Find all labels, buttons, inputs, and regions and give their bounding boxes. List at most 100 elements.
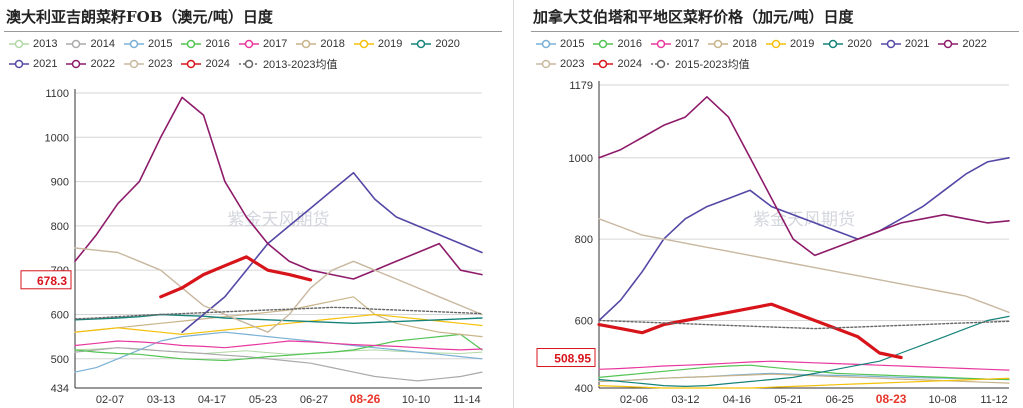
legend-item[interactable]: 2018: [295, 38, 345, 50]
y-tick-label: 1100: [45, 88, 69, 100]
y-tick-label: 500: [51, 354, 69, 366]
legend-item[interactable]: 2019: [353, 38, 402, 50]
latest-value-label: 508.95: [554, 352, 591, 366]
legend-symbol-icon: [238, 39, 259, 49]
latest-value-box: [536, 348, 596, 368]
legend-item[interactable]: 2019: [765, 38, 814, 50]
series-line: [74, 340, 483, 351]
series-line: [598, 218, 1010, 314]
legend-item[interactable]: 2013-2023均值: [238, 56, 338, 72]
watermark-text: 紫金天风期货: [228, 210, 330, 229]
legend-label: 2022: [90, 58, 115, 70]
series-line: [74, 313, 483, 324]
series-line: [598, 360, 1010, 371]
legend-item[interactable]: 2013: [8, 38, 57, 50]
x-tick-label: 10-08: [929, 394, 957, 406]
legend-label: 2015: [560, 38, 585, 50]
legend-symbol-icon: [593, 59, 614, 69]
x-tick-label: 05-21: [774, 394, 802, 406]
series-line: [74, 347, 483, 382]
legend-label: 2024: [205, 58, 230, 70]
series-line: [159, 255, 313, 299]
legend-row: 2015 2016 2017 2018 2019 2020 2021 2022: [535, 34, 995, 54]
legend-item[interactable]: 2015: [123, 38, 172, 50]
series-line: [181, 171, 483, 333]
legend-item[interactable]: 2022: [937, 38, 987, 50]
legend-symbol-icon: [9, 59, 29, 69]
series-line: [74, 333, 483, 362]
x-tick-label: 05-23: [249, 394, 277, 406]
legend-label: 2016: [617, 38, 642, 50]
legend-item[interactable]: 2023: [535, 58, 584, 70]
legend-item[interactable]: 2020: [410, 38, 460, 50]
legend-label: 2023: [147, 58, 173, 70]
legend-item[interactable]: 2014: [65, 38, 115, 50]
legend-symbol-icon: [650, 59, 671, 69]
legend-row: 2021 2022 2023 2024 2013-2023均值: [8, 54, 468, 74]
latest-value-label: 678.3: [37, 274, 67, 288]
legend-label: 2018: [732, 38, 757, 50]
legend-row: 2013 2014 2015 2016 2017 2018 2019 2020: [8, 34, 468, 54]
legend-item[interactable]: 2023: [123, 58, 172, 70]
legend-label: 2024: [617, 58, 642, 70]
legend-item[interactable]: 2017: [238, 38, 287, 50]
x-tick-label: 08-23: [876, 392, 907, 406]
x-tick-label: 06-25: [826, 394, 854, 406]
x-tick-label: 04-16: [723, 394, 751, 406]
title-rule: [531, 31, 1019, 32]
latest-value-box: [20, 270, 72, 290]
legend-label: 2021: [904, 38, 930, 50]
y-tick-label: 1179: [569, 80, 593, 92]
series-line: [598, 315, 1010, 387]
legend-item[interactable]: 2017: [650, 38, 699, 50]
y-tick-label: 1000: [45, 132, 69, 144]
legend-item[interactable]: 2021: [880, 38, 929, 50]
series-line: [74, 96, 483, 280]
legend-symbol-icon: [765, 39, 786, 49]
legend-label: 2020: [435, 38, 460, 50]
chart-panel-australia: 澳大利亚吉朗菜籽FOB（澳元/吨）日度 2013 2014 2015 2016 2017…: [0, 0, 510, 408]
series-line: [598, 319, 1010, 330]
series-line: [597, 302, 903, 360]
legend-label: 2022: [962, 38, 987, 50]
chart-legend: 2015 2016 2017 2018 2019 2020 2021 2022 2023 2024…: [535, 34, 995, 74]
chart-title: 澳大利亚吉朗菜籽FOB（澳元/吨）日度: [6, 8, 273, 26]
legend-symbol-icon: [593, 39, 614, 49]
series-line: [598, 364, 1010, 381]
legend-item[interactable]: 2015-2023均值: [650, 56, 750, 72]
legend-item[interactable]: 2024: [180, 58, 230, 70]
legend-item[interactable]: 2022: [65, 58, 115, 70]
legend-label: 2015-2023均值: [674, 59, 750, 71]
series-line: [74, 296, 483, 338]
x-tick-label: 04-17: [198, 394, 226, 406]
legend-symbol-icon: [238, 59, 259, 69]
chart-panel-canada: 加拿大艾伯塔和平地区菜籽价格（加元/吨）日度 2015 2016 2017 2018 2…: [527, 0, 1023, 408]
legend-item[interactable]: 2021: [8, 58, 57, 70]
title-rule: [4, 31, 502, 32]
x-tick-label: 10-10: [402, 394, 430, 406]
legend-item[interactable]: 2020: [822, 38, 872, 50]
chart-legend: 2013 2014 2015 2016 2017 2018 2019 2020 2021 2022…: [8, 34, 468, 74]
legend-item[interactable]: 2016: [592, 38, 642, 50]
series-line: [74, 247, 483, 333]
x-tick-label: 02-07: [96, 394, 124, 406]
legend-label: 2013: [33, 38, 58, 50]
legend-item[interactable]: 2018: [707, 38, 757, 50]
legend-label: 2016: [205, 38, 230, 50]
legend-symbol-icon: [880, 39, 901, 49]
legend-symbol-icon: [66, 59, 87, 69]
x-tick-label: 11-12: [980, 394, 1007, 406]
legend-label: 2017: [674, 38, 700, 50]
legend-symbol-icon: [123, 39, 144, 49]
y-tick-label: 400: [575, 383, 593, 395]
x-tick-label: 11-14: [453, 394, 480, 406]
chart-plot: 4345006007008009001000110002-0703-1304-1…: [20, 88, 483, 406]
series-line: [74, 313, 483, 335]
legend-item[interactable]: 2015: [535, 38, 584, 50]
legend-item[interactable]: 2024: [592, 58, 642, 70]
legend-item[interactable]: 2016: [180, 38, 230, 50]
legend-symbol-icon: [938, 39, 959, 49]
legend-label: 2019: [789, 38, 815, 50]
legend-symbol-icon: [708, 39, 729, 49]
legend-label: 2017: [262, 38, 288, 50]
